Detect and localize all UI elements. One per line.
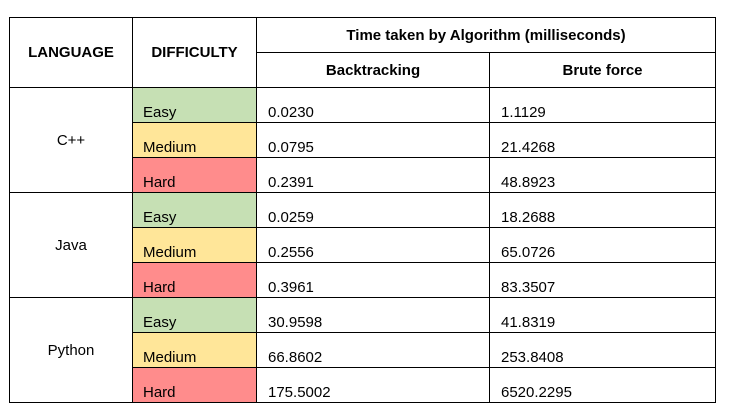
brute-force-cell: 6520.2295	[488, 367, 717, 403]
table-row: Hard 0.2391 48.8923	[10, 157, 717, 193]
difficulty-cell-easy: Easy	[132, 297, 257, 333]
table-row: Medium 66.8602 253.8408	[10, 332, 717, 368]
header-row-2: Backtracking Brute force	[10, 52, 717, 88]
header-language: LANGUAGE	[9, 17, 133, 88]
difficulty-cell-medium: Medium	[132, 332, 257, 368]
table-row: Medium 0.0795 21.4268	[10, 122, 717, 158]
header-backtracking: Backtracking	[256, 52, 490, 88]
table-row: Hard 0.3961 83.3507	[10, 262, 717, 298]
table-row: Java Easy 0.0259 18.2688	[9, 192, 717, 298]
difficulty-cell-hard: Hard	[132, 157, 257, 193]
brute-force-cell: 83.3507	[488, 262, 717, 298]
brute-force-cell: 21.4268	[488, 122, 717, 158]
results-table-container: LANGUAGE DIFFICULTY Time taken by Algori…	[9, 17, 717, 406]
results-table: LANGUAGE DIFFICULTY Time taken by Algori…	[9, 17, 717, 403]
table-row: C++ Easy 0.0230 1.1129	[9, 87, 717, 193]
brute-force-cell: 1.1129	[488, 87, 717, 123]
language-cell: Python	[9, 297, 133, 403]
backtracking-cell: 175.5002	[256, 367, 490, 403]
backtracking-cell: 30.9598	[256, 297, 490, 333]
header-time-group: Time taken by Algorithm (milliseconds)	[255, 17, 717, 53]
backtracking-cell: 66.8602	[256, 332, 490, 368]
difficulty-cell-medium: Medium	[132, 227, 257, 263]
brute-force-cell: 65.0726	[488, 227, 717, 263]
brute-force-cell: 41.8319	[488, 297, 717, 333]
difficulty-cell-medium: Medium	[132, 122, 257, 158]
table-row: Medium 0.2556 65.0726	[10, 227, 717, 263]
language-cell: Java	[9, 192, 133, 298]
brute-force-cell: 48.8923	[488, 157, 717, 193]
header-row-1: LANGUAGE DIFFICULTY Time taken by Algori…	[9, 17, 717, 88]
backtracking-cell: 0.2391	[256, 157, 490, 193]
table-row: Python Easy 30.9598 41.8319	[9, 297, 717, 403]
backtracking-cell: 0.0230	[256, 87, 490, 123]
table-row: Hard 175.5002 6520.2295	[10, 367, 717, 403]
difficulty-cell-easy: Easy	[132, 87, 257, 123]
brute-force-cell: 253.8408	[488, 332, 717, 368]
backtracking-cell: 0.0259	[256, 192, 490, 228]
backtracking-cell: 0.0795	[256, 122, 490, 158]
backtracking-cell: 0.2556	[256, 227, 490, 263]
backtracking-cell: 0.3961	[256, 262, 490, 298]
header-difficulty: DIFFICULTY	[132, 17, 257, 88]
difficulty-cell-easy: Easy	[132, 192, 257, 228]
language-cell: C++	[9, 87, 133, 193]
difficulty-cell-hard: Hard	[132, 367, 257, 403]
difficulty-cell-hard: Hard	[132, 262, 257, 298]
brute-force-cell: 18.2688	[488, 192, 717, 228]
header-brute-force: Brute force	[488, 52, 717, 88]
